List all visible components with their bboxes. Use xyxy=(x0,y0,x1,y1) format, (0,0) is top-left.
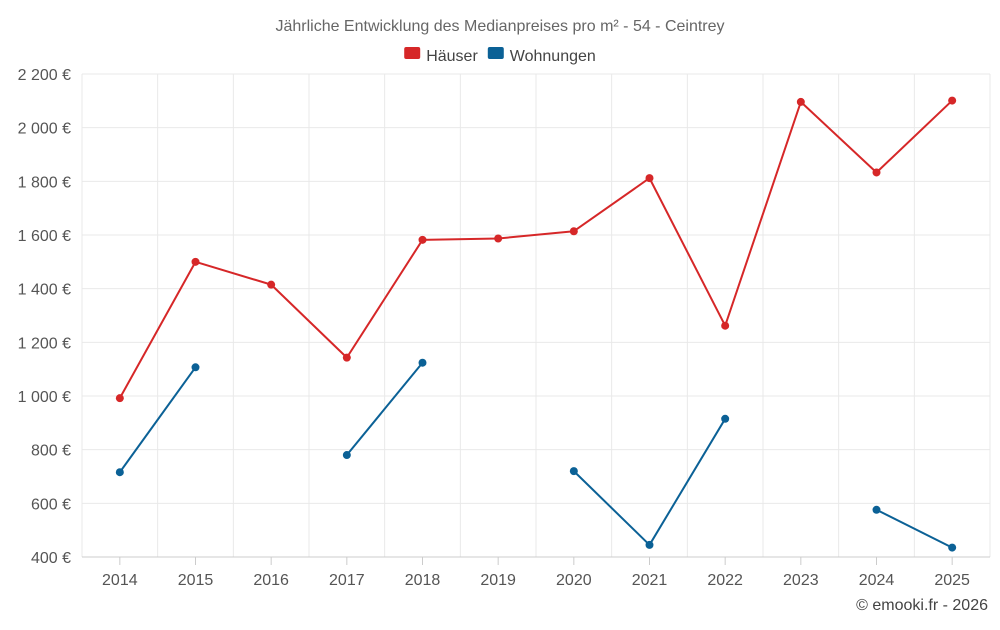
x-tick-label: 2018 xyxy=(405,572,441,589)
legend-label[interactable]: Wohnungen xyxy=(510,48,596,65)
chart-title: Jährliche Entwicklung des Medianpreises … xyxy=(275,18,724,35)
y-tick-label: 800 € xyxy=(31,443,71,460)
series-group xyxy=(115,96,957,552)
y-tick-label: 1 600 € xyxy=(18,228,71,245)
y-tick-label: 1 800 € xyxy=(18,174,71,191)
legend-swatch xyxy=(487,47,504,59)
data-point-haeuser[interactable] xyxy=(569,227,578,236)
x-tick-label: 2025 xyxy=(934,572,970,589)
data-point-haeuser[interactable] xyxy=(721,321,730,330)
data-point-haeuser[interactable] xyxy=(191,257,200,266)
x-tick-label: 2014 xyxy=(102,572,138,589)
data-point-haeuser[interactable] xyxy=(796,97,805,106)
data-point-wohnungen[interactable] xyxy=(645,540,654,549)
series-line-wohnungen xyxy=(119,366,197,473)
data-point-haeuser[interactable] xyxy=(418,235,427,244)
series-line-wohnungen xyxy=(573,418,727,546)
x-tick-label: 2016 xyxy=(253,572,289,589)
data-point-haeuser[interactable] xyxy=(267,280,276,289)
data-point-wohnungen[interactable] xyxy=(342,451,351,460)
data-point-haeuser[interactable] xyxy=(948,96,957,105)
x-tick-label: 2015 xyxy=(178,572,214,589)
legend: Häuser Wohnungen xyxy=(404,47,596,65)
series-line-wohnungen xyxy=(346,362,424,456)
y-tick-label: 2 000 € xyxy=(18,121,71,138)
x-tick-label: 2020 xyxy=(556,572,592,589)
y-tick-label: 1 200 € xyxy=(18,335,71,352)
data-point-wohnungen[interactable] xyxy=(418,358,427,367)
data-point-haeuser[interactable] xyxy=(872,168,881,177)
y-tick-label: 400 € xyxy=(31,550,71,567)
legend-swatch xyxy=(404,47,421,59)
data-point-wohnungen[interactable] xyxy=(569,467,578,476)
credit-text: © emooki.fr - 2026 xyxy=(856,597,988,614)
legend-label[interactable]: Häuser xyxy=(426,48,478,65)
series-line-haeuser xyxy=(118,99,953,399)
y-tick-label: 600 € xyxy=(31,496,71,513)
y-tick-label: 1 000 € xyxy=(18,389,71,406)
data-point-haeuser[interactable] xyxy=(645,174,654,183)
y-tick-label: 1 400 € xyxy=(18,282,71,299)
x-tick-label: 2024 xyxy=(859,572,895,589)
x-tick-label: 2017 xyxy=(329,572,365,589)
x-axis: 2014 2015 2016 2017 2018 2019 2020 2021 2022 2023… xyxy=(82,556,990,589)
x-tick-label: 2023 xyxy=(783,572,819,589)
x-tick-label: 2019 xyxy=(480,572,516,589)
data-point-wohnungen[interactable] xyxy=(115,468,124,477)
data-point-haeuser[interactable] xyxy=(494,234,503,243)
data-point-wohnungen[interactable] xyxy=(872,505,881,514)
grid xyxy=(81,73,991,557)
data-point-wohnungen[interactable] xyxy=(948,543,957,552)
data-point-haeuser[interactable] xyxy=(342,353,351,362)
y-tick-label: 2 200 € xyxy=(18,67,71,84)
x-tick-label: 2021 xyxy=(632,572,668,589)
data-point-haeuser[interactable] xyxy=(115,394,124,403)
data-point-wohnungen[interactable] xyxy=(721,414,730,423)
series-line-wohnungen xyxy=(876,508,953,549)
x-tick-label: 2022 xyxy=(707,572,743,589)
y-axis: 400 € 600 € 800 € 1 000 € 1 200 € 1 400 € 1 60… xyxy=(18,67,71,567)
data-point-wohnungen[interactable] xyxy=(191,363,200,372)
